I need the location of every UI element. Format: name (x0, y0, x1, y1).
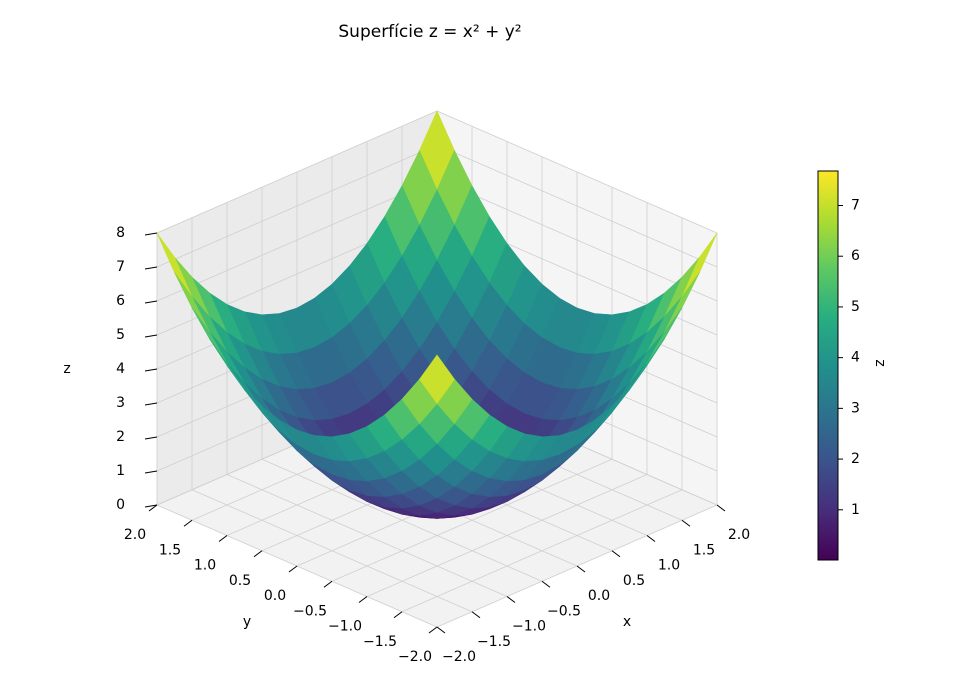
y-tick-label: 0.0 (264, 588, 286, 604)
chart-title: Superfície z = x² + y² (338, 22, 521, 42)
y-tick-label: 1.5 (159, 542, 181, 558)
grid-line (401, 489, 683, 613)
grid-line (156, 110, 438, 234)
colorbar-tick-label: 2 (851, 451, 860, 467)
y-axis-label: y (243, 614, 251, 630)
x-tick (576, 565, 586, 573)
x-tick-label: −1.0 (512, 619, 546, 635)
z-tick-label: 3 (116, 395, 125, 411)
grid-line (156, 144, 438, 268)
y-tick-label: −0.5 (293, 603, 327, 619)
x-tick (541, 580, 551, 588)
z-tick (144, 266, 158, 270)
x-axis-label: x (623, 614, 631, 630)
z-tick (144, 470, 158, 474)
grid-line (436, 110, 718, 234)
y-tick-label: 1.0 (194, 558, 216, 574)
colorbar-tick-label: 5 (851, 299, 860, 315)
z-tick-label: 8 (116, 225, 125, 241)
y-tick (323, 580, 333, 588)
x-tick-label: 1.0 (658, 558, 680, 574)
colorbar-tick-label: 6 (851, 248, 860, 264)
x-tick (611, 550, 621, 558)
z-tick-label: 6 (116, 293, 125, 309)
y-tick (393, 611, 403, 619)
x-tick-label: 1.5 (693, 542, 715, 558)
y-tick (218, 535, 228, 542)
z-tick (144, 368, 158, 372)
x-tick (681, 519, 691, 527)
y-tick-label: −2.0 (398, 649, 432, 665)
z-tick (144, 334, 158, 338)
z-tick (144, 436, 158, 440)
x-tick (436, 626, 446, 634)
grid-line (436, 178, 718, 302)
colorbar-label: z (872, 359, 888, 366)
x-tick (506, 596, 516, 603)
y-tick (428, 626, 438, 634)
x-tick (646, 535, 656, 542)
z-tick-label: 1 (116, 463, 125, 479)
z-tick-label: 5 (116, 327, 125, 343)
surface-face (419, 354, 455, 404)
x-tick (471, 611, 481, 619)
y-tick-label: 2.0 (124, 527, 146, 543)
z-tick-label: 2 (116, 429, 125, 445)
x-tick-label: 0.5 (623, 573, 645, 589)
z-tick-label: 7 (116, 259, 125, 275)
colorbar-tick-label: 1 (851, 502, 860, 518)
z-tick (144, 504, 158, 508)
grid-line (331, 458, 613, 582)
y-tick-label: −1.0 (328, 619, 362, 635)
y-tick (288, 565, 298, 573)
axes: −2.0−1.5−1.0−0.50.00.51.01.52.0−2.0−1.5−… (63, 225, 750, 665)
x-tick-label: −0.5 (547, 603, 581, 619)
z-tick-label: 4 (116, 361, 125, 377)
z-tick (144, 232, 158, 236)
y-tick (183, 519, 193, 527)
colorbar-tick-label: 7 (851, 197, 860, 213)
x-tick-label: 2.0 (728, 527, 750, 543)
colorbar-gradient (817, 170, 839, 561)
y-tick (148, 504, 158, 512)
y-tick-label: 0.5 (229, 573, 251, 589)
surface (156, 110, 718, 519)
colorbar: 1 2 3 4 5 6 7 z (817, 170, 888, 561)
x-tick-label: 0.0 (588, 588, 610, 604)
x-tick-label: −1.5 (477, 634, 511, 650)
y-tick (358, 596, 368, 603)
z-tick (144, 402, 158, 406)
z-tick (144, 300, 158, 304)
x-tick (716, 504, 726, 512)
colorbar-tick-label: 3 (851, 400, 860, 416)
grid-line (436, 144, 718, 268)
z-axis-label: z (63, 361, 70, 377)
y-tick-label: −1.5 (363, 634, 397, 650)
grid-line (156, 178, 438, 302)
colorbar-tick-label: 4 (851, 350, 860, 366)
z-tick-label: 0 (116, 497, 125, 513)
x-tick-label: −2.0 (442, 649, 476, 665)
y-tick (253, 550, 263, 558)
grid-line (366, 474, 648, 597)
